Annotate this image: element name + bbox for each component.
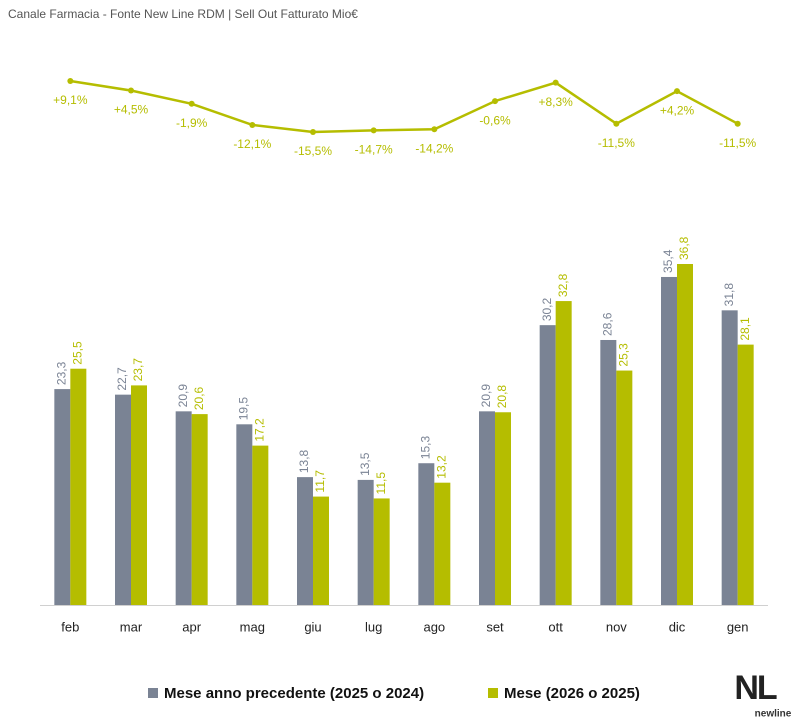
value-label: 28,1 xyxy=(738,317,752,341)
legend-swatch xyxy=(148,688,158,698)
value-label: 19,5 xyxy=(237,397,251,421)
value-label: 23,7 xyxy=(131,358,145,382)
change-label: +9,1% xyxy=(53,93,88,107)
bar xyxy=(373,498,390,605)
change-label: -14,7% xyxy=(355,143,393,157)
x-tick-label: ott xyxy=(548,619,563,634)
bar xyxy=(479,411,495,605)
value-label: 35,4 xyxy=(661,249,675,273)
change-label: +4,2% xyxy=(660,103,695,117)
change-label: +8,3% xyxy=(538,95,573,109)
value-label: 25,5 xyxy=(71,341,85,365)
x-tick-label: giu xyxy=(304,619,321,634)
change-point xyxy=(249,121,256,128)
value-label: 22,7 xyxy=(115,367,129,391)
x-tick-label: ago xyxy=(423,619,445,634)
change-label: -12,1% xyxy=(233,137,271,151)
value-label: 25,3 xyxy=(617,343,631,367)
x-tick-label: set xyxy=(486,619,504,634)
change-label: +4,5% xyxy=(114,103,149,117)
bar xyxy=(434,482,451,605)
value-label: 23,3 xyxy=(55,361,69,385)
value-label: 20,6 xyxy=(192,386,206,410)
bar xyxy=(131,385,147,605)
change-point xyxy=(552,79,559,86)
change-point xyxy=(128,87,134,94)
value-label: 28,6 xyxy=(601,312,615,336)
x-tick-label: gen xyxy=(727,619,749,634)
value-label: 20,8 xyxy=(495,385,509,409)
change-point xyxy=(613,120,620,127)
bar xyxy=(252,445,269,605)
bar xyxy=(418,463,435,605)
value-label: 20,9 xyxy=(176,384,190,408)
change-label: -11,5% xyxy=(719,136,756,150)
logo-mark: NL xyxy=(734,669,777,707)
bar xyxy=(600,339,617,605)
bar xyxy=(616,370,633,605)
change-point xyxy=(492,98,498,105)
bar xyxy=(661,276,677,605)
bar xyxy=(357,479,374,605)
value-label: 15,3 xyxy=(419,436,433,460)
x-tick-label: apr xyxy=(182,619,201,634)
value-label: 11,7 xyxy=(313,470,327,493)
value-label: 31,8 xyxy=(722,283,736,307)
change-point xyxy=(67,78,74,84)
chart-title: Canale Farmacia - Fonte New Line RDM | S… xyxy=(8,7,358,21)
change-point xyxy=(188,100,195,107)
bar xyxy=(313,496,329,605)
change-point xyxy=(310,129,316,135)
bar xyxy=(737,344,754,605)
bar xyxy=(539,325,556,605)
legend-swatch xyxy=(488,688,498,698)
change-point xyxy=(431,126,438,133)
value-label: 30,2 xyxy=(540,297,554,321)
value-label: 17,2 xyxy=(253,418,267,442)
change-label: -15,5% xyxy=(294,144,332,158)
x-tick-label: nov xyxy=(606,619,627,634)
change-point xyxy=(370,127,377,134)
change-point xyxy=(734,120,741,127)
value-label: 13,2 xyxy=(435,455,449,479)
bar xyxy=(677,264,693,605)
bar xyxy=(495,412,511,605)
bar xyxy=(191,414,208,605)
x-tick-label: mar xyxy=(120,619,143,634)
value-label: 13,5 xyxy=(358,452,372,476)
value-label: 20,9 xyxy=(479,384,493,408)
value-label: 13,8 xyxy=(297,449,311,473)
value-label: 36,8 xyxy=(677,236,691,260)
bar xyxy=(54,389,71,605)
change-label: -0,6% xyxy=(479,113,511,127)
legend-label: Mese (2026 o 2025) xyxy=(504,685,640,702)
value-label: 32,8 xyxy=(556,273,570,297)
bar xyxy=(175,411,192,605)
x-tick-label: lug xyxy=(365,619,382,634)
x-tick-label: dic xyxy=(669,619,686,634)
x-tick-label: mag xyxy=(240,619,265,634)
bar xyxy=(297,477,313,605)
value-label: 11,5 xyxy=(374,472,388,495)
change-label: -14,2% xyxy=(415,141,453,155)
x-tick-label: feb xyxy=(61,619,79,634)
bar xyxy=(721,310,738,605)
change-label: -11,5% xyxy=(598,136,635,150)
bar xyxy=(236,424,253,605)
change-point xyxy=(674,88,680,95)
logo-text: newline xyxy=(755,709,792,720)
legend-label: Mese anno precedente (2025 o 2024) xyxy=(164,685,424,702)
change-line xyxy=(70,79,739,134)
change-label: -1,9% xyxy=(176,116,208,130)
bar xyxy=(115,394,131,605)
bar xyxy=(555,301,572,605)
bar xyxy=(70,368,87,605)
